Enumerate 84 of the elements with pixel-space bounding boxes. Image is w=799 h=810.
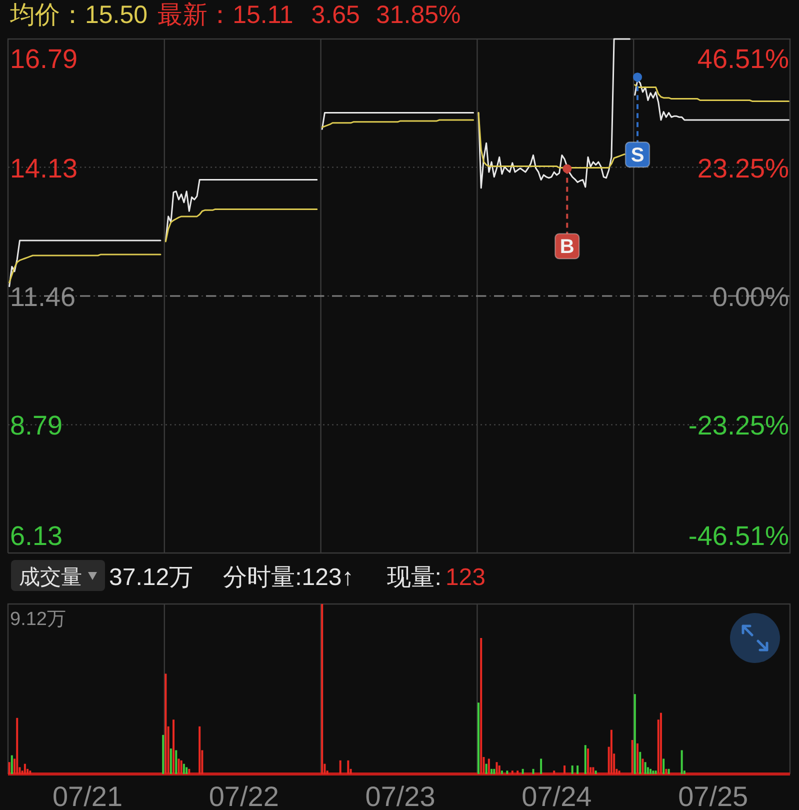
y2-tick-label: 0.00%: [712, 282, 789, 312]
bar: [553, 770, 556, 774]
x-tick-label: 07/25: [678, 781, 748, 810]
bar: [584, 745, 586, 774]
y2-tick-label: -23.25%: [688, 410, 789, 440]
bar: [586, 748, 589, 774]
bar: [29, 770, 32, 774]
bar: [680, 750, 683, 774]
bar: [178, 758, 180, 774]
bar: [493, 768, 496, 774]
text: 37.12万: [109, 564, 194, 591]
bar: [532, 768, 534, 774]
annotation: 9.12万: [10, 609, 66, 630]
x-tick-label: 07/22: [208, 781, 279, 810]
bar: [522, 768, 524, 774]
bar: [198, 726, 201, 774]
bar: [170, 748, 172, 774]
bar: [511, 770, 514, 774]
bar: [662, 758, 665, 774]
bar: [339, 760, 342, 774]
text: 31.85%: [376, 1, 461, 29]
bar: [485, 764, 488, 774]
bar: [642, 758, 644, 774]
text: 现量:: [386, 564, 442, 591]
bar: [172, 720, 175, 774]
y2-tick-label: 23.25%: [697, 154, 789, 184]
bar: [639, 752, 642, 774]
chart-title: 成交量: [19, 566, 82, 589]
bar: [480, 638, 482, 774]
bar: [665, 768, 668, 774]
x-tick-label: 07/21: [52, 781, 123, 810]
bar: [650, 768, 652, 774]
text: 分时量:123↑: [223, 564, 354, 591]
bar: [496, 762, 498, 774]
bar: [10, 755, 13, 774]
bar: [634, 694, 636, 774]
bar: [644, 762, 646, 774]
bar: [186, 767, 188, 774]
bar: [660, 712, 662, 774]
bar: [180, 760, 182, 774]
bar: [506, 770, 508, 774]
bar: [188, 768, 190, 774]
y-tick-label: 14.13: [10, 153, 78, 184]
bar: [652, 770, 654, 774]
bar: [175, 750, 178, 774]
y-tick-label: 11.46: [10, 282, 76, 312]
bar: [571, 766, 574, 774]
bar: [592, 767, 594, 774]
x-tick-label: 07/23: [365, 781, 436, 810]
text: B: [560, 236, 574, 258]
y-tick-label: 8.79: [10, 410, 63, 441]
bar: [594, 770, 597, 774]
bar: [498, 766, 500, 774]
legend: 均价：15.50: [10, 1, 148, 29]
bar: [16, 718, 18, 774]
bar: [164, 674, 167, 774]
text: 123: [445, 564, 486, 591]
text: 最新：15.11: [158, 1, 294, 29]
bar: [540, 758, 542, 774]
bar: [500, 770, 503, 774]
bar: [618, 770, 620, 774]
bar: [478, 702, 480, 774]
bar: [576, 766, 579, 774]
text: S: [630, 144, 644, 167]
y-tick-label: 16.79: [10, 44, 78, 74]
bar: [610, 730, 612, 774]
bar: [488, 758, 490, 774]
y2-tick-label: -46.51%: [688, 521, 789, 551]
bar: [631, 740, 634, 774]
bar: [654, 770, 657, 774]
bar: [516, 770, 519, 774]
bar: [8, 762, 10, 774]
bar: [668, 768, 670, 774]
bar: [490, 768, 493, 774]
bar: [564, 766, 566, 774]
text: 3.65: [311, 1, 360, 29]
bar: [162, 734, 164, 774]
bar: [347, 760, 350, 774]
y-tick-label: 6.13: [10, 521, 63, 551]
y2-tick-label: 46.51%: [697, 44, 789, 74]
bar: [24, 764, 26, 774]
x-tick-label: 07/24: [522, 781, 592, 810]
bar: [182, 764, 185, 774]
bar: [636, 743, 639, 774]
